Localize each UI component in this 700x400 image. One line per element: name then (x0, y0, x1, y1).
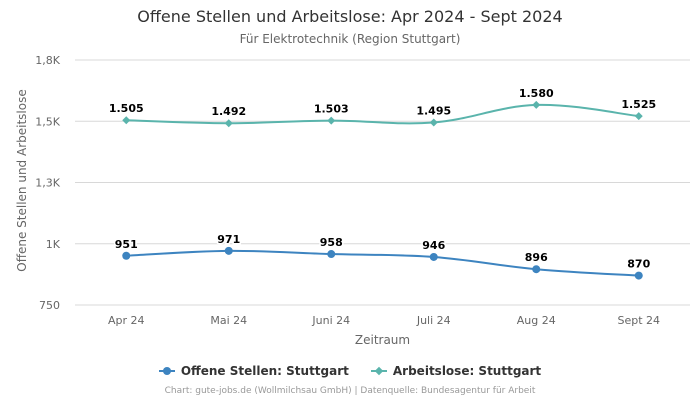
x-tick-label: Sept 24 (617, 314, 660, 327)
data-point (634, 112, 643, 121)
data-point (327, 116, 336, 125)
data-label: 1.580 (519, 87, 554, 100)
chart-title: Offene Stellen und Arbeitslose: Apr 2024… (137, 7, 563, 26)
data-point (224, 246, 233, 255)
data-point (122, 116, 131, 125)
data-point (122, 251, 131, 260)
legend-swatch-circle-icon (158, 367, 175, 375)
data-label: 946 (422, 239, 445, 252)
data-point (532, 100, 541, 109)
x-tick-label: Apr 24 (108, 314, 145, 327)
data-label: 1.495 (416, 104, 451, 117)
x-tick-label: Juni 24 (311, 314, 350, 327)
legend-item-arbeitslose[interactable]: Arbeitslose: Stuttgart (370, 364, 542, 378)
x-axis-title: Zeitraum (355, 333, 410, 347)
legend-item-offene-stellen[interactable]: Offene Stellen: Stuttgart (158, 364, 349, 378)
data-label: 870 (627, 258, 650, 271)
data-label: 951 (115, 238, 138, 251)
data-label: 1.503 (314, 103, 349, 116)
chart-credits: Chart: gute-jobs.de (Wollmilchsau GmbH) … (164, 386, 536, 396)
data-point (532, 265, 541, 274)
y-tick-label: 750 (39, 299, 60, 312)
data-label: 1.525 (621, 98, 656, 111)
series-line-offene-stellen (126, 249, 639, 277)
y-tick-label: 1K (46, 238, 61, 251)
series-line-arbeitslose (126, 103, 639, 125)
data-point (429, 252, 438, 261)
data-point (224, 119, 233, 128)
legend-label-offene-stellen: Offene Stellen: Stuttgart (180, 364, 349, 378)
data-point (429, 118, 438, 127)
data-label: 971 (217, 233, 240, 246)
x-tick-label: Aug 24 (517, 314, 556, 327)
y-axis-title: Offene Stellen und Arbeitslose (15, 89, 29, 271)
data-point (634, 271, 643, 280)
y-tick-label: 1,8K (35, 54, 60, 67)
y-tick-label: 1,5K (35, 115, 60, 128)
legend-swatch-diamond-icon (370, 366, 387, 376)
data-label: 896 (525, 251, 548, 264)
x-tick-label: Mai 24 (210, 314, 247, 327)
chart-legend: Offene Stellen: Stuttgart Arbeitslose: S… (0, 364, 700, 378)
data-label: 1.492 (211, 105, 246, 118)
data-point (327, 250, 336, 259)
y-tick-label: 1,3K (35, 177, 60, 190)
line-chart: 750 1K 1,3K 1,5K 1,8K Apr 24 Mai 24 Juni 24 Juli… (15, 54, 690, 347)
chart-subtitle: Für Elektrotechnik (Region Stuttgart) (239, 32, 461, 46)
x-tick-label: Juli 24 (416, 314, 451, 327)
data-label: 958 (320, 236, 343, 249)
legend-label-arbeitslose: Arbeitslose: Stuttgart (392, 364, 542, 378)
data-label: 1.505 (109, 102, 144, 115)
